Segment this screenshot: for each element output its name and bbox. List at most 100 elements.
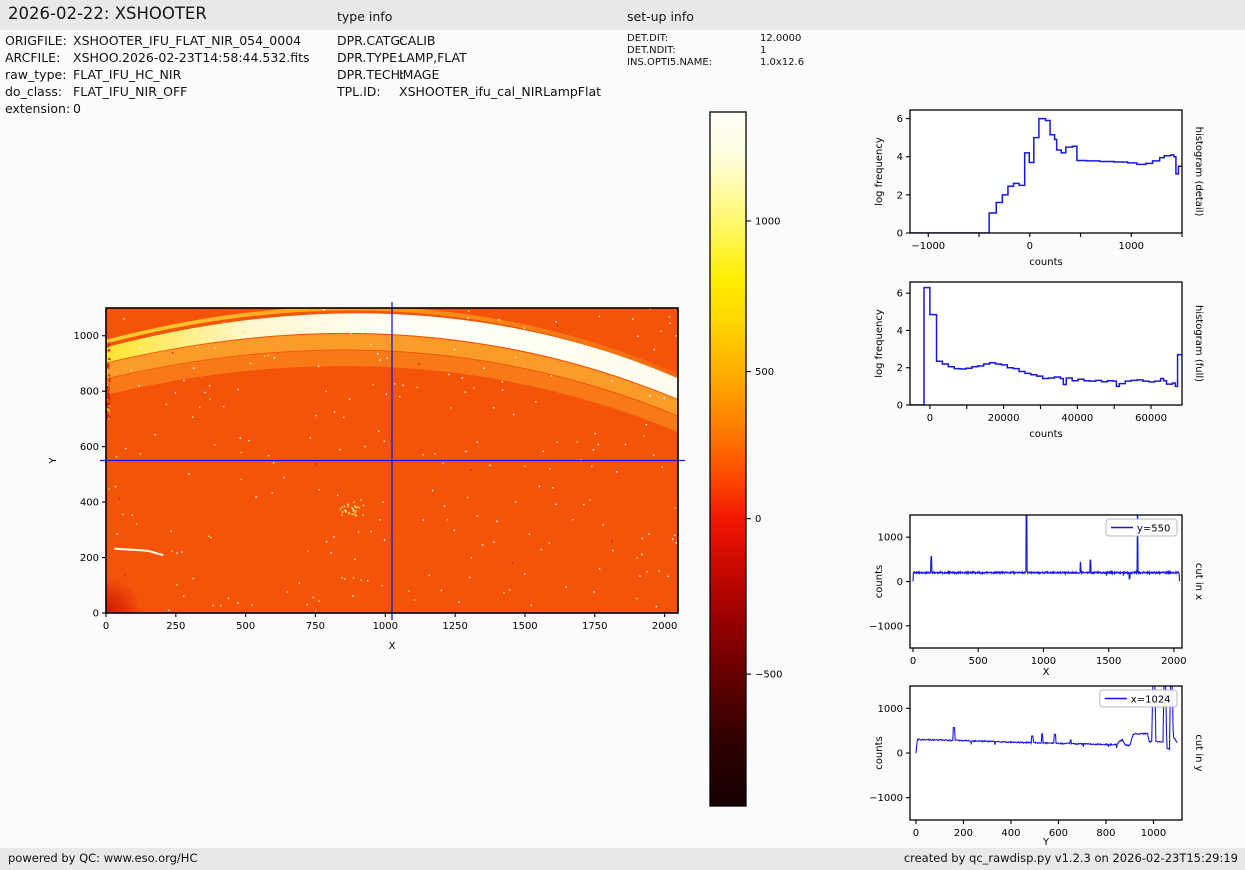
hot-pixel [653,454,654,455]
y-tick-label: 600 [80,442,99,453]
hot-pixel [611,540,612,541]
hot-pixel [214,347,215,348]
smudge-speckle [344,506,346,508]
hot-pixel [676,397,677,398]
x-tick-label: 0 [910,656,916,667]
x-tick-label: 1250 [442,621,467,632]
setup-info-heading: set-up info [627,9,694,24]
y-tick-label: 6 [897,114,903,125]
x-tick-label: 1500 [512,621,537,632]
hot-pixel [577,441,578,442]
meta-row: DPR.TECH:IMAGE [337,66,601,83]
hot-pixel [315,610,316,611]
hot-pixel [386,358,387,359]
hot-pixel [176,552,177,553]
hot-pixel [175,392,176,393]
type-info-heading: type info [337,9,392,24]
hot-pixel [240,437,241,438]
hot-pixel [493,541,494,542]
hot-pixel [131,370,132,371]
y-tick-label: 0 [93,609,99,620]
hot-pixel [136,523,137,524]
hot-pixel [358,531,359,532]
x-tick-label: 2000 [1161,656,1186,667]
x-tick-label: 40000 [1061,413,1093,424]
hot-pixel [649,395,650,396]
hot-pixel [273,462,274,463]
hot-pixel [503,592,504,593]
hot-pixel [287,591,288,592]
cut_in_y-legend: x=1024 [1100,690,1177,707]
edge-speckle [108,410,110,412]
hot-pixel [237,389,238,390]
hot-pixel [674,535,675,536]
hot-pixel [139,385,140,386]
hot-pixel [140,453,141,454]
y-tick-label: 1000 [74,331,99,342]
hot-pixel [509,589,510,590]
hot-pixel [115,486,116,487]
colorbar-tick-label: 500 [755,367,774,378]
hot-pixel [306,604,307,605]
meta-row: DPR.TYPE:LAMP,FLAT [337,49,601,66]
meta-label: extension: [5,100,73,117]
hot-pixel [204,392,205,393]
meta-value: FLAT_IFU_HC_NIR [73,66,181,83]
hot-pixel [379,519,380,520]
panel-histogram-detail: −1000010000246countslog frequencyhistogr… [874,110,1204,268]
hot-pixel [672,538,673,539]
hot-pixel [555,504,556,505]
hot-pixel [599,568,600,569]
hot-pixel [612,550,613,551]
hot-pixel [220,605,221,606]
hot-pixel [318,489,319,490]
hot-pixel [639,575,640,576]
file-info-block: ORIGFILE:XSHOOTER_IFU_FLAT_NIR_054_0004 … [5,32,310,117]
y-tick-label: −1000 [869,621,903,632]
hot-pixel [541,549,542,550]
y-axis-label: counts [874,565,885,598]
hot-pixel [122,514,123,515]
hot-pixel [469,577,470,578]
hot-pixel [648,533,649,534]
x-tick-label: 250 [166,621,185,632]
smudge-speckle [359,507,361,509]
hot-pixel [171,531,172,532]
meta-label: DET.DIT: [627,33,760,45]
meta-value: XSHOOTER_ifu_cal_NIRLampFlat [399,83,601,100]
meta-label: DPR.TECH: [337,66,399,83]
hot-pixel [598,444,599,445]
hot-pixel [402,385,403,386]
hot-pixel [341,577,342,578]
hot-pixel [572,519,573,520]
right-axis-label: cut in x [1193,563,1204,600]
y-tick-label: 400 [80,498,99,509]
meta-row: TPL.ID:XSHOOTER_ifu_cal_NIRLampFlat [337,83,601,100]
edge-speckle [109,411,111,413]
hot-pixel [349,398,350,399]
hot-pixel [484,367,485,368]
meta-value: XSHOO.2026-02-23T14:58:44.532.fits [73,49,310,66]
hot-pixel [637,335,638,336]
hot-pixel [208,536,209,537]
hot-pixel [675,507,676,508]
y-tick-label: 0 [897,577,903,588]
hot-pixel [482,544,483,545]
y-tick-label: 0 [897,401,903,412]
meta-value: 0 [73,100,81,117]
hot-pixel [210,537,211,538]
hot-pixel [566,586,567,587]
hot-pixel [268,455,269,456]
hot-pixel [675,335,676,336]
hot-pixel [512,563,513,564]
hot-pixel [315,415,316,416]
edge-speckle [109,351,111,353]
x-tick-label: 200 [954,828,973,839]
hot-pixel [343,417,344,418]
hot-pixel [108,488,109,489]
right-axis-label: histogram (detail) [1193,127,1204,217]
hot-pixel [244,331,245,332]
hot-pixel [171,550,172,551]
hot-pixel [140,347,141,348]
hot-pixel [367,580,368,581]
